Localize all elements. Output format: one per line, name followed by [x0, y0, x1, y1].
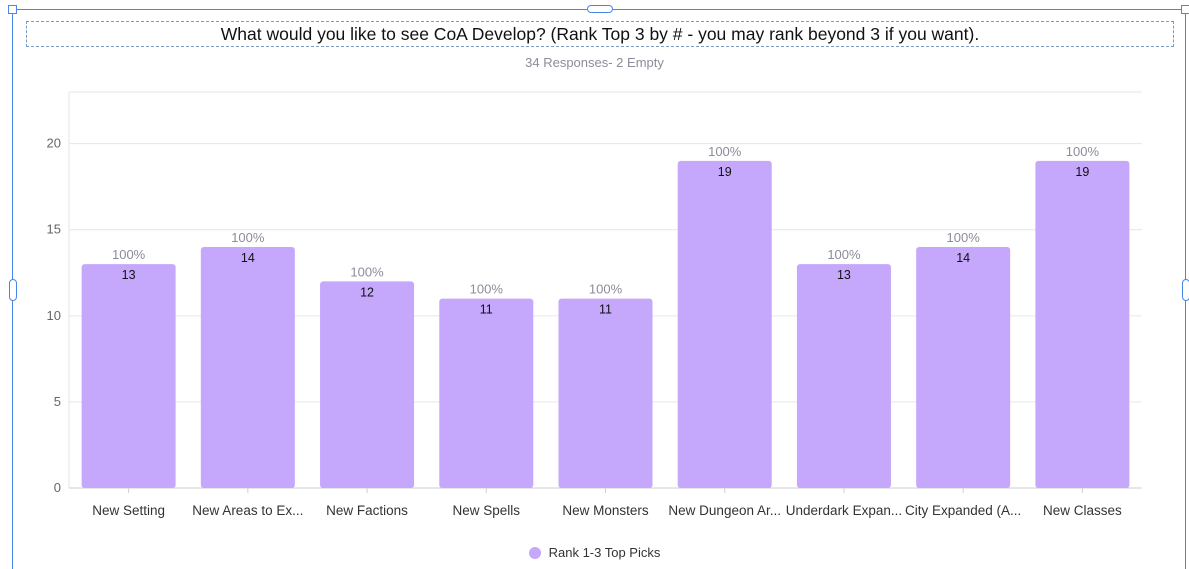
resize-handle-top-center[interactable]	[587, 5, 613, 13]
x-tick-label: City Expanded (A...	[905, 503, 1021, 518]
bar-percent-label: 100%	[350, 264, 384, 279]
bar-percent-label: 100%	[1066, 144, 1100, 159]
bar-chart: 0 5 10 15 20 100% 13 New Setting 100% 14 New Areas…	[47, 91, 1142, 518]
chart-title-box[interactable]: What would you like to see CoA Develop? …	[26, 21, 1174, 47]
bar	[439, 298, 534, 488]
bar-percent-label: 100%	[947, 230, 981, 245]
resize-handle-right[interactable]	[1182, 279, 1189, 301]
bar	[1035, 160, 1130, 488]
bar-value-label: 11	[480, 303, 493, 317]
bar-value-label: 13	[122, 268, 136, 282]
bar-value-label: 14	[241, 251, 255, 265]
bar-percent-label: 100%	[708, 144, 742, 159]
bar-value-label: 11	[599, 303, 612, 317]
bar	[320, 281, 415, 488]
resize-handle-top-left[interactable]	[8, 5, 17, 14]
bar-value-label: 19	[718, 165, 732, 179]
bar-percent-label: 100%	[827, 247, 861, 262]
chart-title: What would you like to see CoA Develop? …	[220, 23, 980, 44]
x-tick-label: New Spells	[453, 503, 521, 518]
bar-percent-label: 100%	[470, 282, 504, 297]
bar-value-label: 14	[956, 251, 970, 265]
y-tick-label: 5	[54, 394, 61, 409]
legend-label: Rank 1-3 Top Picks	[548, 545, 661, 560]
chart-subtitle: 34 Responses- 2 Empty	[525, 55, 664, 70]
x-tick-label: New Dungeon Ar...	[668, 503, 781, 518]
resize-handle-left[interactable]	[9, 279, 17, 301]
bar-percent-label: 100%	[231, 230, 265, 245]
chart-legend[interactable]: Rank 1-3 Top Picks	[0, 545, 1189, 560]
y-tick-label: 0	[54, 480, 61, 495]
bar-percent-label: 100%	[112, 247, 146, 262]
y-tick-label: 20	[47, 136, 61, 151]
x-tick-label: New Monsters	[562, 503, 649, 518]
bar-value-label: 12	[360, 285, 374, 299]
y-tick-label: 15	[47, 222, 61, 237]
x-tick-label: New Classes	[1043, 503, 1122, 518]
bar-value-label: 13	[837, 268, 851, 282]
y-tick-label: 10	[47, 308, 61, 323]
x-tick-label: New Factions	[326, 503, 408, 518]
bar	[200, 246, 295, 488]
bar	[558, 298, 653, 488]
bar	[81, 264, 176, 488]
bar	[796, 264, 891, 488]
resize-handle-top-right[interactable]	[1181, 5, 1189, 14]
legend-swatch	[528, 546, 541, 559]
bar	[916, 246, 1011, 488]
bar	[677, 160, 772, 488]
bar-percent-label: 100%	[589, 282, 623, 297]
x-tick-label: New Setting	[92, 503, 165, 518]
x-tick-label: New Areas to Ex...	[192, 503, 303, 518]
x-tick-label: Underdark Expan...	[786, 503, 902, 518]
bar-value-label: 19	[1075, 165, 1089, 179]
